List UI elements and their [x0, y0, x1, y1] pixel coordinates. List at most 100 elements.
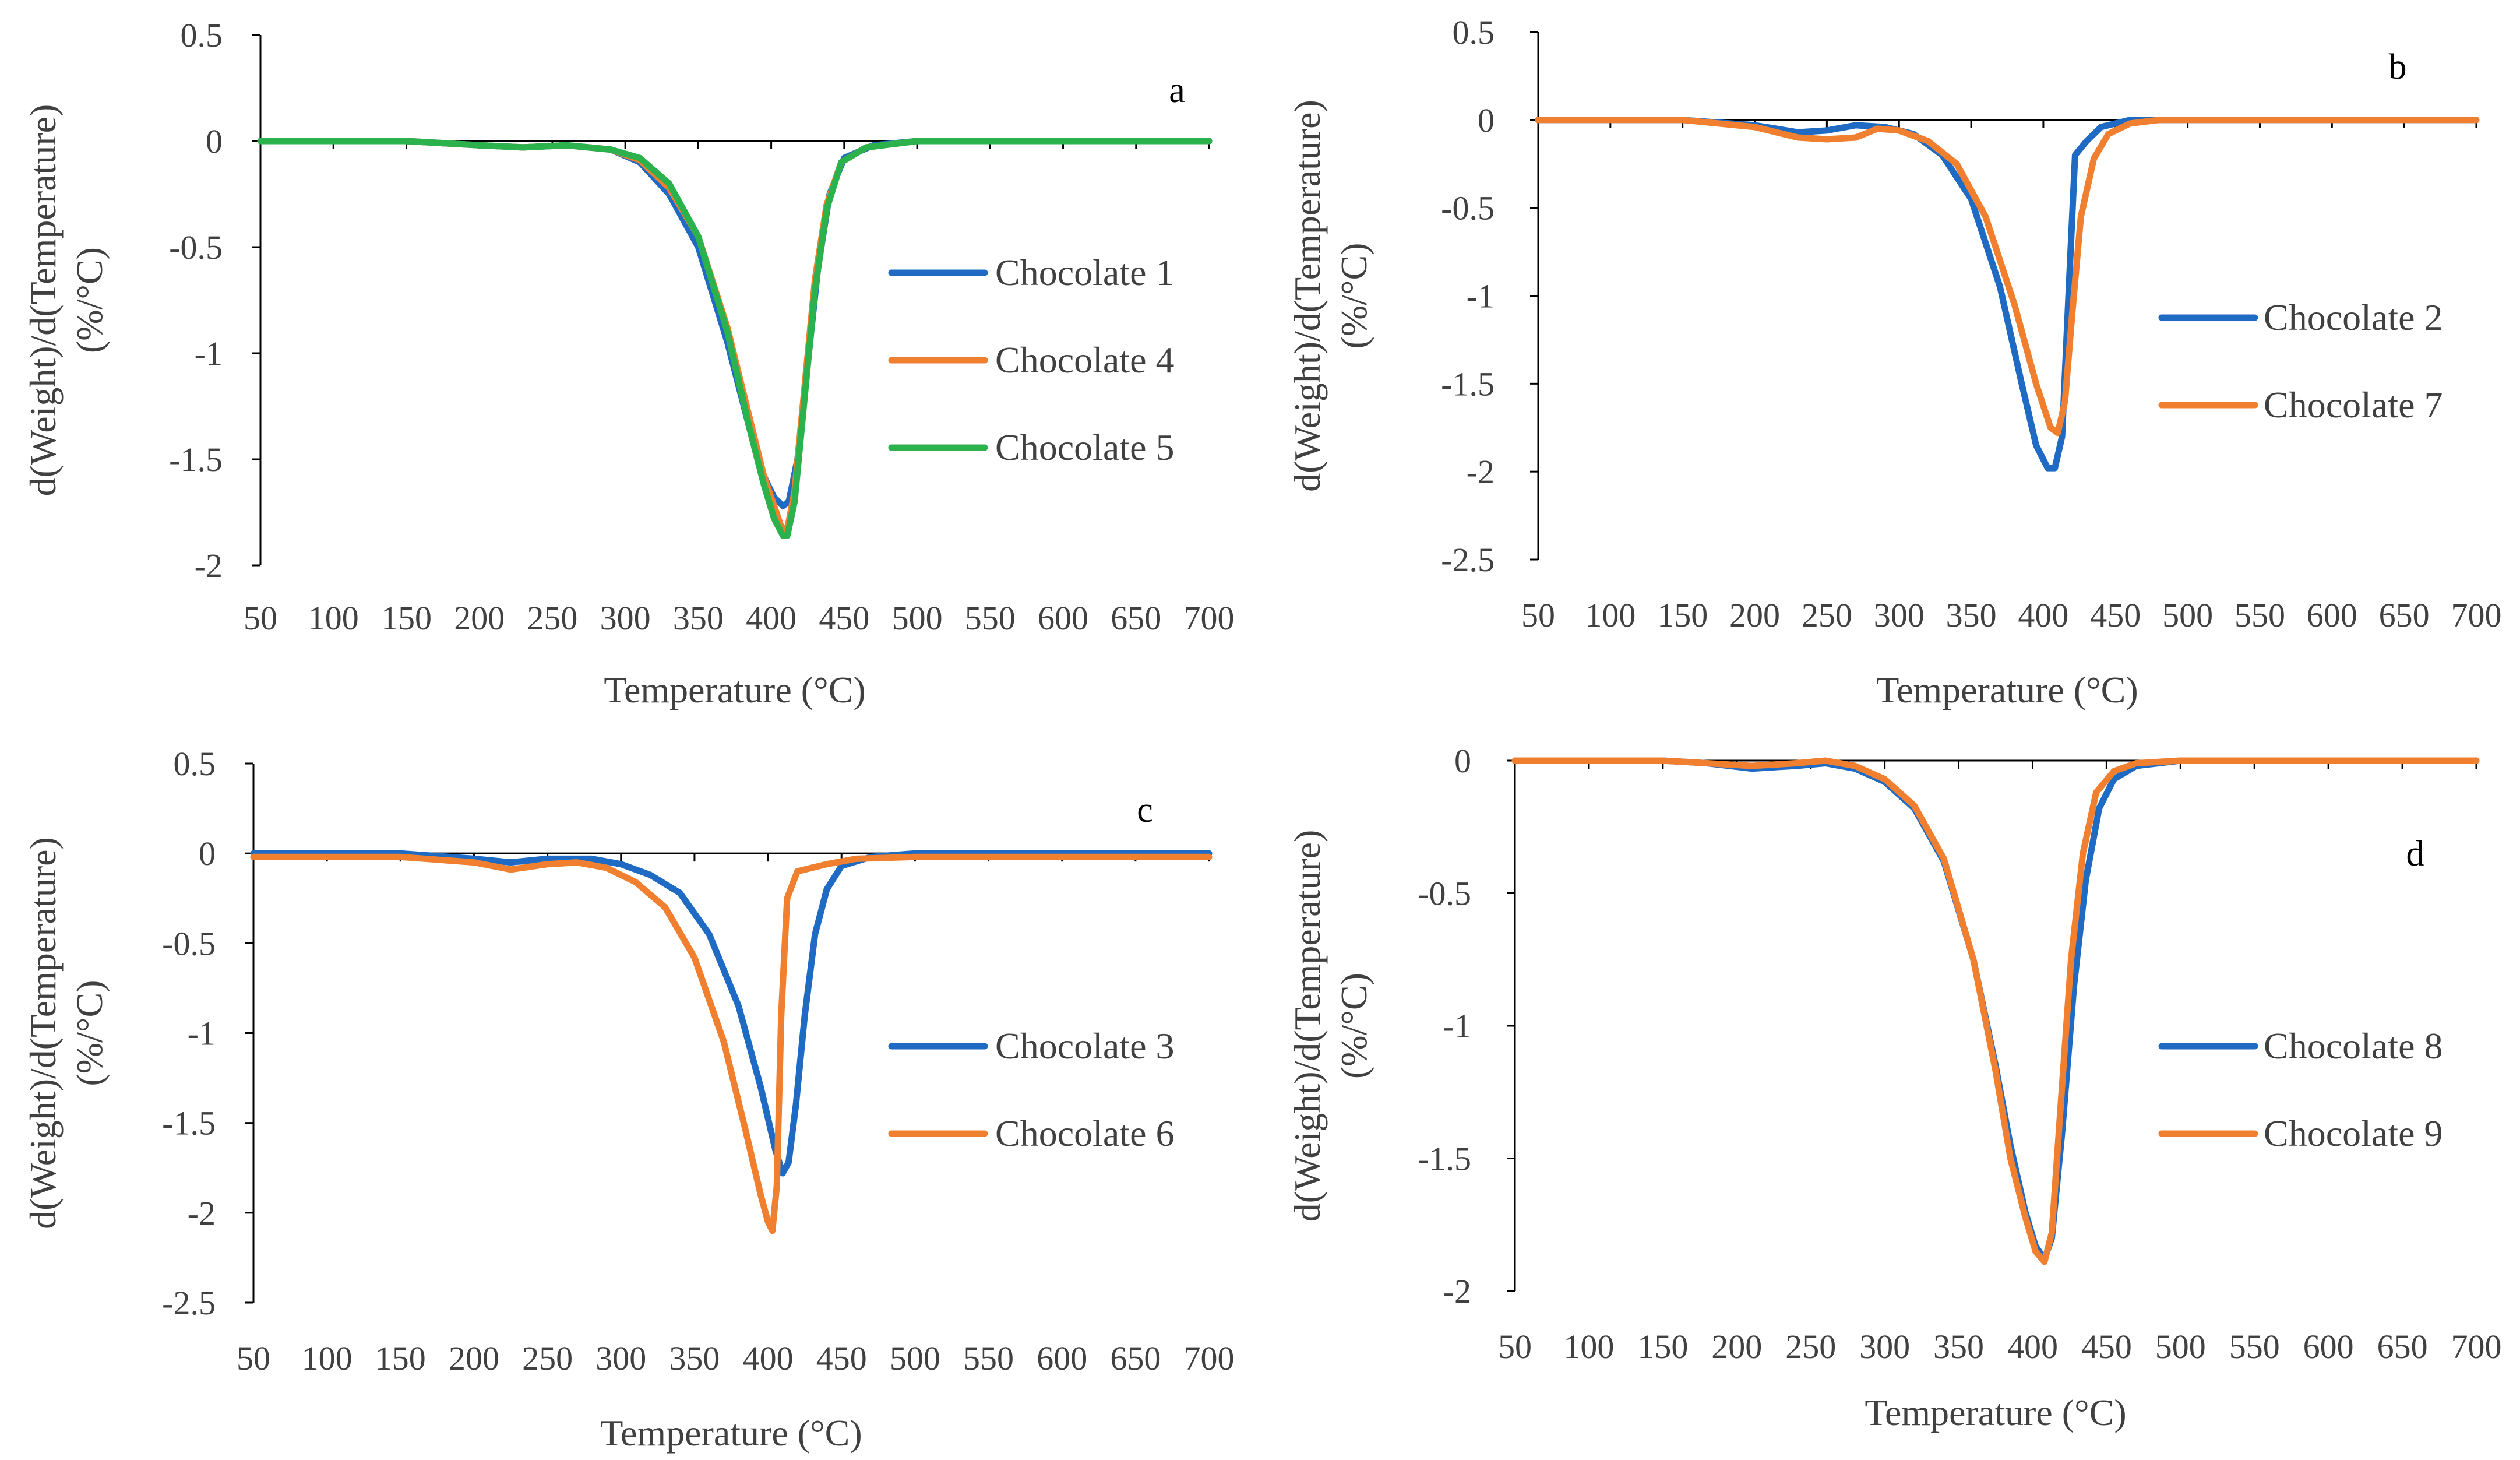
legend-label-chocolate-6: Chocolate 6 [995, 1113, 1174, 1154]
x-tick-label: 500 [892, 599, 943, 637]
x-tick-label: 100 [1563, 1328, 1614, 1366]
x-tick-label: 450 [2081, 1328, 2132, 1366]
y-tick-label: -0.5 [162, 924, 216, 962]
x-tick-label: 500 [890, 1339, 940, 1377]
y-tick-label: -2 [1467, 453, 1495, 491]
panel-label: b [2389, 47, 2407, 87]
x-tick-label: 400 [2018, 596, 2068, 634]
y-axis-title: d(Weight)/d(Temperature) [22, 837, 64, 1229]
legend-label-chocolate-9: Chocolate 9 [2264, 1113, 2443, 1154]
y-tick-label: -1 [188, 1015, 216, 1053]
y-tick-label: -2.5 [1441, 541, 1495, 579]
y-tick-label: -2 [1443, 1272, 1471, 1310]
y-tick-label: 0 [206, 122, 223, 160]
series-line-chocolate-7 [1535, 117, 2480, 437]
x-tick-label: 550 [2234, 596, 2285, 634]
x-tick-label: 600 [2307, 596, 2357, 634]
series-line-chocolate-6 [250, 853, 1213, 1234]
y-tick-label: 0 [1478, 101, 1495, 139]
x-axis-title: Temperature (°C) [1876, 669, 2138, 710]
x-tick-label: 450 [816, 1339, 867, 1377]
x-tick-label: 200 [1729, 596, 1780, 634]
x-tick-label: 400 [746, 599, 796, 637]
x-tick-label: 700 [2451, 596, 2502, 634]
x-tick-label: 450 [2090, 596, 2141, 634]
x-tick-label: 700 [1184, 1339, 1235, 1377]
x-tick-label: 250 [1785, 1328, 1836, 1366]
series-line-chocolate-9 [1511, 757, 2480, 1265]
legend-label-chocolate-5: Chocolate 5 [995, 427, 1174, 468]
x-tick-label: 650 [1111, 599, 1161, 637]
x-tick-label: 600 [1038, 599, 1088, 637]
x-tick-label: 400 [743, 1339, 794, 1377]
y-axis-title-units: (%/°C) [1333, 973, 1374, 1079]
x-tick-label: 550 [963, 1339, 1014, 1377]
y-tick-label: -1.5 [162, 1104, 216, 1142]
series-line-chocolate-5 [257, 138, 1213, 539]
legend-label-chocolate-1: Chocolate 1 [995, 252, 1174, 293]
x-tick-label: 550 [965, 599, 1016, 637]
x-tick-label: 200 [449, 1339, 499, 1377]
x-tick-label: 50 [244, 599, 277, 637]
series-line-chocolate-4 [257, 138, 1213, 533]
y-tick-label: -2 [188, 1194, 216, 1232]
legend-label-chocolate-4: Chocolate 4 [995, 339, 1174, 381]
legend-label-chocolate-3: Chocolate 3 [995, 1025, 1174, 1067]
y-axis-title-units: (%/°C) [69, 980, 110, 1086]
x-tick-label: 150 [1637, 1328, 1688, 1366]
x-axis-title: Temperature (°C) [600, 1412, 862, 1454]
x-tick-label: 350 [1946, 596, 1997, 634]
x-tick-label: 300 [595, 1339, 646, 1377]
y-tick-label: -0.5 [169, 228, 223, 266]
y-tick-label: -1.5 [169, 441, 223, 479]
x-tick-label: 700 [1184, 599, 1235, 637]
x-tick-label: 100 [302, 1339, 353, 1377]
y-tick-label: -1 [195, 335, 223, 372]
x-tick-label: 600 [2303, 1328, 2354, 1366]
x-tick-label: 500 [2162, 596, 2213, 634]
x-tick-label: 500 [2155, 1328, 2206, 1366]
x-tick-label: 50 [1498, 1328, 1532, 1366]
panel-label: a [1169, 71, 1185, 110]
x-tick-label: 50 [1521, 596, 1555, 634]
legend-label-chocolate-7: Chocolate 7 [2264, 384, 2443, 425]
legend-label-chocolate-2: Chocolate 2 [2264, 297, 2443, 338]
x-tick-label: 650 [2379, 596, 2430, 634]
chart-panel-d: 0 -0.5 -1 -1.5 -2 50 100 150 200 250 300 350 400 450 5… [1287, 742, 2502, 1433]
y-tick-label: -2 [195, 547, 223, 585]
series-line-chocolate-8 [1511, 757, 2480, 1262]
y-tick-label: 0.5 [174, 745, 216, 783]
x-tick-label: 600 [1037, 1339, 1087, 1377]
y-tick-label: -1 [1443, 1007, 1471, 1045]
x-tick-label: 300 [600, 599, 651, 637]
x-tick-label: 150 [1657, 596, 1708, 634]
y-tick-label: -0.5 [1441, 189, 1495, 227]
x-tick-label: 300 [1859, 1328, 1910, 1366]
x-axis-title: Temperature (°C) [1865, 1392, 2126, 1433]
y-axis-title-units: (%/°C) [1333, 243, 1374, 349]
panel-label: c [1137, 790, 1153, 830]
x-tick-label: 400 [2007, 1328, 2058, 1366]
x-axis-title: Temperature (°C) [604, 669, 865, 710]
y-tick-label: 0.5 [1453, 13, 1495, 51]
y-axis-title: d(Weight)/d(Temperature) [1287, 830, 1328, 1222]
x-tick-label: 150 [381, 599, 432, 637]
x-tick-label: 650 [1110, 1339, 1161, 1377]
y-tick-label: -2.5 [162, 1284, 216, 1322]
x-tick-label: 700 [2451, 1328, 2502, 1366]
x-tick-label: 200 [454, 599, 505, 637]
chart-panel-b: 0.5 0 -0.5 -1 -1.5 -2 -2.5 50 100 150 200 250 300 350… [1287, 13, 2502, 710]
y-tick-label: -1 [1467, 277, 1495, 315]
chart-panel-c: 0.5 0 -0.5 -1 -1.5 -2 -2.5 50 100 150 200 250 300 350… [22, 745, 1235, 1454]
chart-panel-a: 0.5 0 -0.5 -1 -1.5 -2 50 100 150 200 250 300 350 400 4… [22, 16, 1235, 710]
x-tick-label: 350 [1933, 1328, 1984, 1366]
y-tick-label: -1.5 [1441, 365, 1495, 403]
x-tick-label: 350 [669, 1339, 720, 1377]
y-tick-label: -1.5 [1418, 1140, 1471, 1178]
x-tick-label: 200 [1711, 1328, 1762, 1366]
y-tick-label: 0 [199, 835, 216, 873]
panel-label: d [2406, 834, 2424, 874]
x-tick-label: 650 [2377, 1328, 2428, 1366]
y-tick-label: 0.5 [181, 16, 223, 54]
